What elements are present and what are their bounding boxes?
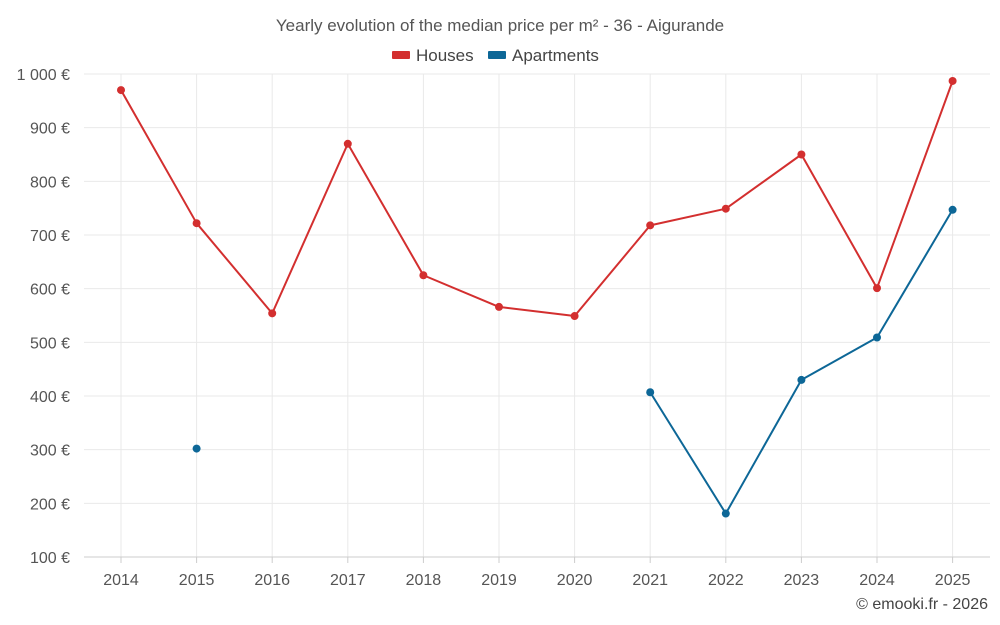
x-tick-label: 2024 — [859, 572, 895, 589]
data-point-apartments[interactable] — [192, 444, 201, 453]
data-point-apartments[interactable] — [797, 375, 806, 384]
x-tick-label: 2016 — [254, 572, 290, 589]
x-tick-label: 2015 — [179, 572, 215, 589]
data-point-houses[interactable] — [268, 309, 277, 318]
x-tick-label: 2020 — [557, 572, 593, 589]
x-tick-label: 2022 — [708, 572, 744, 589]
x-tick-label: 2023 — [784, 572, 820, 589]
legend-label-apartments: Apartments — [512, 46, 599, 65]
data-point-houses[interactable] — [948, 76, 957, 85]
y-axis: 100 € 200 € 300 € 400 € 500 € 600 € 700 € 800 €… — [17, 67, 70, 567]
data-point-houses[interactable] — [117, 86, 125, 95]
data-point-houses[interactable] — [646, 221, 655, 230]
legend-label-houses: Houses — [416, 46, 474, 65]
data-point-apartments[interactable] — [948, 205, 957, 214]
data-point-houses[interactable] — [797, 150, 806, 159]
legend: Houses Apartments — [392, 46, 599, 65]
y-tick-label: 100 € — [30, 550, 70, 567]
y-tick-label: 1 000 € — [17, 67, 70, 84]
legend-item-houses[interactable]: Houses — [392, 46, 474, 65]
x-tick-label: 2025 — [935, 572, 971, 589]
data-point-houses[interactable] — [343, 139, 352, 148]
series-houses — [117, 76, 957, 321]
credit-text: © emooki.fr - 2026 — [856, 596, 988, 613]
x-tick-label: 2014 — [103, 572, 139, 589]
x-tick-label: 2017 — [330, 572, 366, 589]
y-tick-label: 700 € — [30, 228, 70, 245]
y-tick-label: 400 € — [30, 389, 70, 406]
y-tick-label: 500 € — [30, 335, 70, 352]
legend-swatch-apartments — [488, 51, 506, 59]
data-point-houses[interactable] — [419, 271, 428, 280]
data-point-houses[interactable] — [721, 204, 730, 213]
legend-swatch-houses — [392, 51, 410, 59]
data-point-apartments[interactable] — [873, 333, 881, 342]
series-apartments — [192, 205, 957, 518]
grid — [84, 73, 990, 557]
data-point-houses[interactable] — [570, 312, 579, 321]
y-tick-label: 200 € — [30, 496, 70, 513]
x-tick-label: 2019 — [481, 572, 517, 589]
data-point-houses[interactable] — [873, 284, 881, 293]
y-tick-label: 800 € — [30, 174, 70, 191]
x-tick-label: 2021 — [632, 572, 668, 589]
data-point-apartments[interactable] — [646, 388, 655, 397]
x-tick-label: 2018 — [406, 572, 442, 589]
data-point-apartments[interactable] — [721, 509, 730, 518]
series — [117, 76, 957, 518]
y-tick-label: 900 € — [30, 121, 70, 138]
y-tick-label: 300 € — [30, 443, 70, 460]
series-line-houses — [120, 80, 954, 318]
data-point-houses[interactable] — [192, 219, 201, 228]
y-tick-label: 600 € — [30, 282, 70, 299]
chart-title: Yearly evolution of the median price per… — [276, 16, 724, 35]
data-point-houses[interactable] — [495, 302, 503, 311]
legend-item-apartments[interactable]: Apartments — [488, 46, 599, 65]
x-axis: 2014 2015 2016 2017 2018 2019 2020 2021 2022 2023… — [84, 556, 990, 589]
